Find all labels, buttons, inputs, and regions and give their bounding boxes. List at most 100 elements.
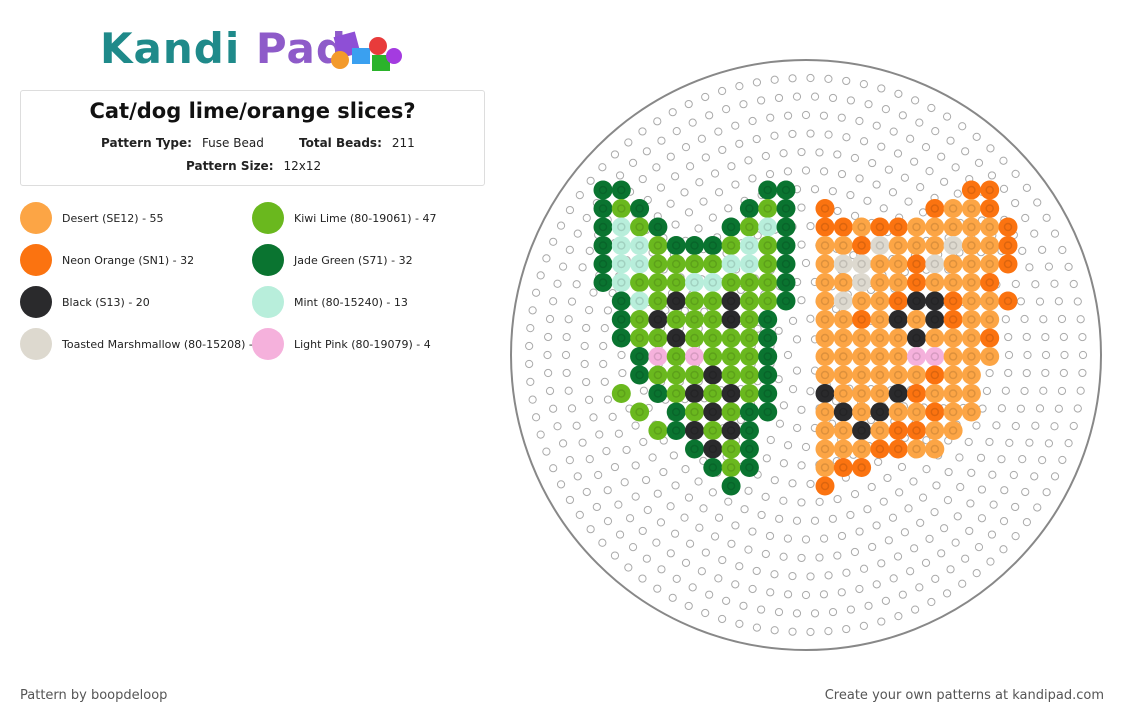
peg: [705, 111, 714, 120]
bead-hole: [708, 370, 718, 380]
peg: [1035, 297, 1045, 306]
bead-hole: [985, 352, 994, 361]
peg: [801, 442, 811, 452]
peg: [710, 532, 720, 541]
peg: [1022, 368, 1031, 378]
peg: [735, 82, 744, 91]
peg: [766, 435, 775, 445]
peg: [788, 627, 797, 636]
bead-hole: [857, 463, 866, 472]
pattern-type: Pattern Type: Fuse Bead: [101, 136, 264, 150]
bead-hole: [820, 463, 830, 472]
bead-hole: [985, 222, 994, 232]
peg: [525, 359, 534, 369]
bead-hole: [690, 241, 699, 250]
peg: [779, 459, 788, 468]
bead-hole: [820, 389, 830, 398]
bead-hole: [653, 333, 663, 343]
legend-item: Kiwi Lime (80-19061) - 47: [252, 202, 436, 234]
bead-hole: [930, 333, 940, 343]
peg: [770, 476, 779, 485]
peg: [639, 437, 648, 447]
peg: [573, 472, 582, 481]
peg: [1018, 246, 1027, 255]
bead-hole: [671, 333, 681, 343]
bead-hole: [893, 407, 903, 417]
bead-hole: [745, 426, 754, 435]
total-beads: Total Beads: 211: [299, 136, 415, 150]
peg: [526, 377, 535, 386]
peg: [833, 150, 842, 159]
cta[interactable]: Create your own patterns at kandipad.com: [824, 688, 1104, 703]
peg: [1022, 518, 1031, 527]
peg: [528, 306, 537, 315]
peg: [638, 174, 647, 184]
peg: [618, 368, 627, 378]
peg: [765, 169, 775, 179]
bead-hole: [820, 407, 830, 417]
bead-hole: [726, 352, 736, 361]
peg: [549, 404, 558, 413]
peg: [731, 180, 740, 189]
bead-hole: [948, 407, 958, 417]
bead-hole: [893, 241, 903, 250]
bead-hole: [912, 222, 921, 232]
peg: [659, 467, 668, 477]
bead-hole: [1003, 241, 1013, 250]
pattern-size: Pattern Size: 12x12: [186, 159, 321, 173]
peg: [544, 368, 553, 378]
bead-hole: [653, 259, 663, 269]
peg: [1069, 421, 1078, 431]
peg: [542, 254, 551, 263]
peg: [801, 535, 811, 544]
peg: [850, 153, 860, 163]
bead-hole: [875, 296, 885, 306]
title: Cat/dog lime/orange slices?: [89, 99, 416, 123]
peg: [708, 488, 717, 497]
bead-hole: [839, 278, 848, 287]
peg: [681, 558, 691, 567]
peg: [931, 574, 940, 583]
peg: [850, 490, 860, 499]
peg: [833, 551, 842, 560]
peg: [558, 439, 568, 448]
peg: [972, 132, 981, 141]
peg: [972, 569, 981, 578]
peg: [863, 196, 872, 205]
peg: [877, 84, 886, 93]
bead-hole: [690, 333, 699, 343]
peg: [724, 204, 733, 213]
peg: [783, 350, 793, 360]
peg: [631, 461, 640, 470]
peg: [958, 122, 967, 131]
peg: [1039, 386, 1048, 395]
logo[interactable]: Kandi Pad: [100, 24, 347, 73]
peg: [1030, 229, 1039, 238]
bead-hole: [781, 204, 791, 213]
peg: [688, 118, 697, 127]
peg: [666, 199, 675, 208]
peg: [889, 127, 898, 136]
bead-hole: [875, 407, 885, 417]
peg: [744, 156, 753, 165]
peg: [775, 514, 784, 523]
bead-hole: [763, 352, 772, 361]
bead-hole: [708, 315, 718, 324]
peg: [877, 617, 886, 626]
peg: [819, 534, 829, 543]
peg: [1004, 368, 1013, 378]
peg: [937, 152, 946, 161]
peg: [985, 368, 994, 378]
peg: [631, 421, 640, 430]
bead-hole: [635, 259, 644, 269]
peg: [562, 368, 571, 378]
bead-hole: [967, 296, 976, 306]
peg: [705, 590, 714, 599]
peg: [1033, 503, 1042, 512]
peg: [1005, 438, 1014, 447]
peg: [819, 167, 829, 176]
peg: [639, 386, 648, 395]
peg: [806, 479, 815, 489]
bead-hole: [690, 389, 699, 398]
peg: [872, 521, 881, 530]
